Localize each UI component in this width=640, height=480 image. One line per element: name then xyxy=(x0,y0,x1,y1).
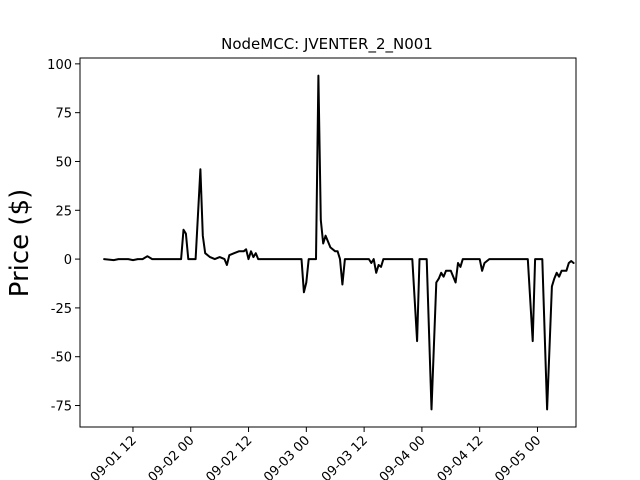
y-tick-label: 100 xyxy=(47,58,72,73)
y-tick-label: -25 xyxy=(51,302,72,317)
y-axis-label: Price ($) xyxy=(5,189,35,298)
x-tick-label: 09-04 00 xyxy=(377,433,429,480)
chart-title: NodeMCC: JVENTER_2_N001 xyxy=(221,35,433,54)
y-tick-label: 75 xyxy=(55,107,72,122)
plot-area-frame xyxy=(79,57,577,428)
x-tick-label: 09-03 00 xyxy=(261,433,313,480)
y-tick-label: -75 xyxy=(51,400,72,415)
y-tick-label: 0 xyxy=(64,253,72,268)
y-tick-label: 25 xyxy=(55,204,72,219)
x-tick-label: 09-01 12 xyxy=(88,433,140,480)
y-tick-label: -50 xyxy=(51,351,72,366)
y-axis: 100 75 50 25 0 -25 -50 -75 xyxy=(47,58,80,415)
x-tick-label: 09-02 00 xyxy=(146,433,198,480)
price-series-line xyxy=(103,74,575,411)
x-tick-label: 09-04 12 xyxy=(435,433,487,480)
x-tick-label: 09-03 12 xyxy=(319,433,371,480)
y-tick-label: 50 xyxy=(55,155,72,170)
x-axis: 09-01 12 09-02 00 09-02 12 09-03 00 09-03 12… xyxy=(88,427,544,480)
x-tick-label: 09-02 12 xyxy=(203,433,255,480)
x-tick-label: 09-05 00 xyxy=(492,433,544,480)
